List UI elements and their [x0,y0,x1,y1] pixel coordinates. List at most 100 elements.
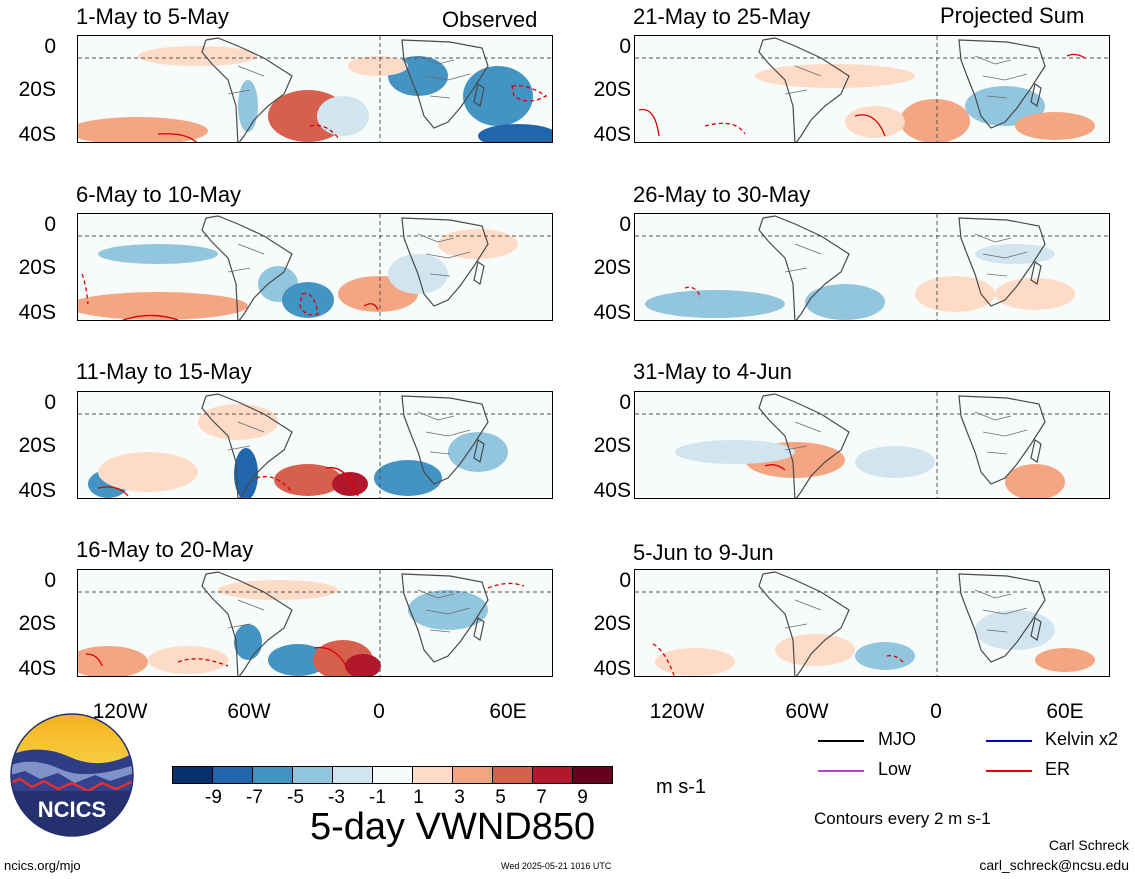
map-field [635,570,1109,676]
panel-title-right-4: 5-Jun to 9-Jun [633,540,774,565]
colorbar-units: m s-1 [656,776,706,798]
low-legend-line [818,770,864,772]
map-field [78,392,552,498]
colorbar-tick-7: 5 [495,787,506,808]
colorbar-swatch-4 [332,766,373,784]
anomaly-region-4 [332,472,368,496]
country-borders [227,411,471,455]
africa-coast [958,217,1046,307]
er-legend-label: ER [1045,759,1071,779]
anomaly-region-1 [805,284,885,320]
er-legend-line [986,770,1032,772]
er-contour-0 [684,286,702,299]
map-field [78,570,552,676]
south-america-coast [758,37,850,142]
er-contour-2 [81,273,89,305]
colorbar-tick-3: -3 [328,787,345,808]
main-title: 5-day VWND850 [310,806,596,848]
panel-title-right-1: 21-May to 25-May [633,4,811,29]
map-panel-right-4 [634,569,1110,677]
map-field [635,36,1109,142]
lat-label-right-row2-0: 0 [619,213,631,236]
anomaly-region-2 [238,80,258,132]
lon-label-120w-right: 120W [649,700,705,723]
lat-label-left-row1-20s: 20S [18,78,56,101]
madagascar-coast [1030,83,1042,107]
lat-label-right-row3-0: 0 [619,391,631,414]
panel-title-left-3: 11-May to 15-May [76,359,252,384]
anomaly-region-2 [1005,464,1065,498]
er-contour-1 [886,654,904,663]
logo-text: NCICS [38,797,106,822]
panel-title-left-2: 6-May to 10-May [76,182,242,207]
africa-coast [958,573,1046,663]
anomaly-region-2 [282,282,334,318]
colorbar-swatch-10 [572,766,613,784]
anomaly-region-1 [855,446,935,478]
lon-label-0-right: 0 [930,700,942,723]
africa-coast [401,217,489,307]
anomaly-region-3 [675,440,795,464]
site-link[interactable]: ncics.org/mjo [4,858,81,873]
colorbar-tick-9: 9 [577,787,588,808]
anomaly-region-0 [645,290,785,318]
map-panel-right-1 [634,35,1110,143]
er-contour-2 [325,466,359,497]
lat-label-right-row3-40s: 40S [593,479,631,502]
madagascar-coast [1030,617,1042,641]
map-panel-right-2 [634,213,1110,321]
er-contour-0 [764,464,786,471]
author-credit: Carl Schreck [1048,837,1129,853]
africa-coast [401,39,489,129]
lon-label-60w-left: 60W [227,700,271,723]
lon-label-60w-right: 60W [785,700,829,723]
colorbar-swatch-0 [172,766,213,784]
lat-label-left-row2-40s: 40S [18,301,56,324]
lat-label-left-row2-0: 0 [44,213,56,236]
er-contour-0 [638,108,660,137]
africa-coast [401,573,489,663]
er-contour-1 [309,124,341,141]
country-borders [784,589,1028,633]
panel-title-right-2: 26-May to 30-May [633,182,811,207]
er-contour-0 [157,133,197,142]
er-contour-1 [299,292,319,316]
country-borders [784,411,1028,455]
colorbar-swatch-6 [412,766,453,784]
map-field [78,214,552,320]
map-field [635,214,1109,320]
er-contour-3 [487,582,525,589]
er-contour-2 [313,646,349,671]
er-contour-0 [121,314,179,320]
anomaly-region-2 [234,624,262,660]
panel-title-left-4: 16-May to 20-May [76,537,254,562]
country-borders [784,233,1028,277]
anomaly-region-3 [268,644,328,676]
madagascar-coast [473,83,485,107]
africa-coast [401,395,489,485]
map-panel-left-4 [77,569,553,677]
anomaly-region-5 [98,244,218,264]
author-email[interactable]: carl_schreck@ncsu.edu [979,857,1129,873]
south-america-coast [201,215,293,320]
lat-label-left-row3-0: 0 [44,391,56,414]
madagascar-coast [473,261,485,285]
colorbar-tick-2: -5 [287,787,304,808]
anomaly-region-4 [1035,648,1095,672]
anomaly-region-7 [138,46,258,66]
map-panel-left-3 [77,391,553,499]
colorbar-swatch-2 [252,766,293,784]
lat-label-left-row1-40s: 40S [18,123,56,146]
anomaly-region-0 [78,117,208,142]
lat-label-left-row1-0: 0 [44,35,56,58]
map-panel-right-3 [634,391,1110,499]
south-america-coast [758,215,850,320]
er-contour-2 [511,85,548,102]
anomaly-region-3 [1015,112,1095,140]
map-field [635,392,1109,498]
anomaly-region-3 [274,464,342,496]
anomaly-region-2 [855,642,915,670]
kelvin-legend-label: Kelvin x2 [1045,729,1119,749]
south-america-coast [201,37,293,142]
anomaly-region-4 [438,229,518,259]
